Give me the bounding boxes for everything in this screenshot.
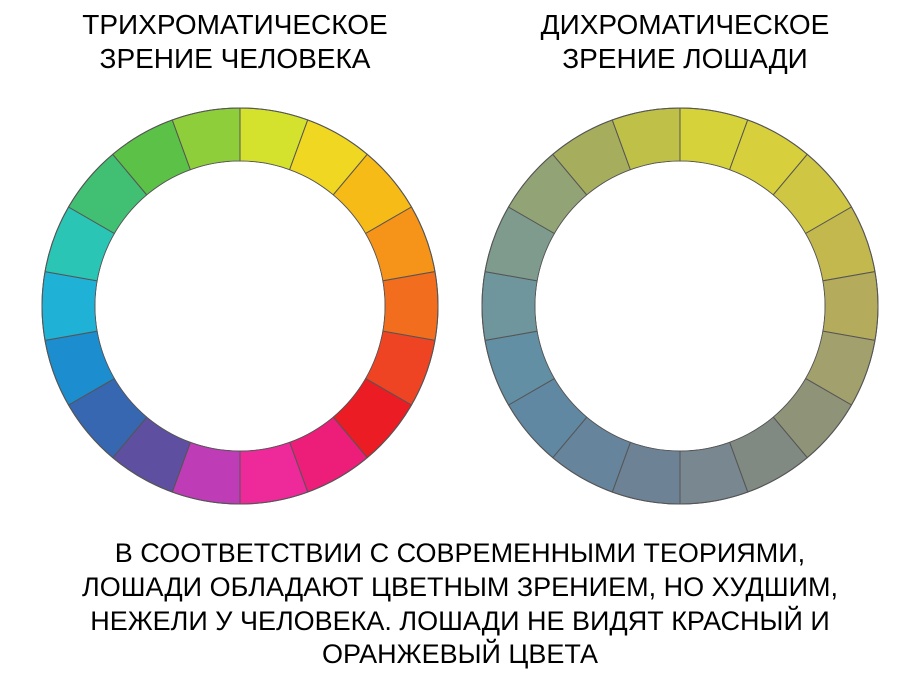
caption-text: В СООТВЕТСТВИИ С СОВРЕМЕННЫМИ ТЕОРИЯМИ, …: [42, 531, 878, 690]
title-left: ТРИХРОМАТИЧЕСКОЕ ЗРЕНИЕ ЧЕЛОВЕКА: [10, 8, 460, 75]
title-right: ДИХРОМАТИЧЕСКОЕ ЗРЕНИЕ ЛОШАДИ: [460, 8, 910, 75]
wheel-segment: [42, 272, 97, 341]
wheel-segment: [482, 272, 537, 341]
color-wheel-horse: [480, 106, 880, 506]
titles-row: ТРИХРОМАТИЧЕСКОЕ ЗРЕНИЕ ЧЕЛОВЕКА ДИХРОМА…: [0, 0, 920, 81]
wheel-segment: [823, 272, 878, 341]
wheels-row: [0, 81, 920, 531]
wheel-segment: [383, 272, 438, 341]
color-wheel-human: [40, 106, 440, 506]
